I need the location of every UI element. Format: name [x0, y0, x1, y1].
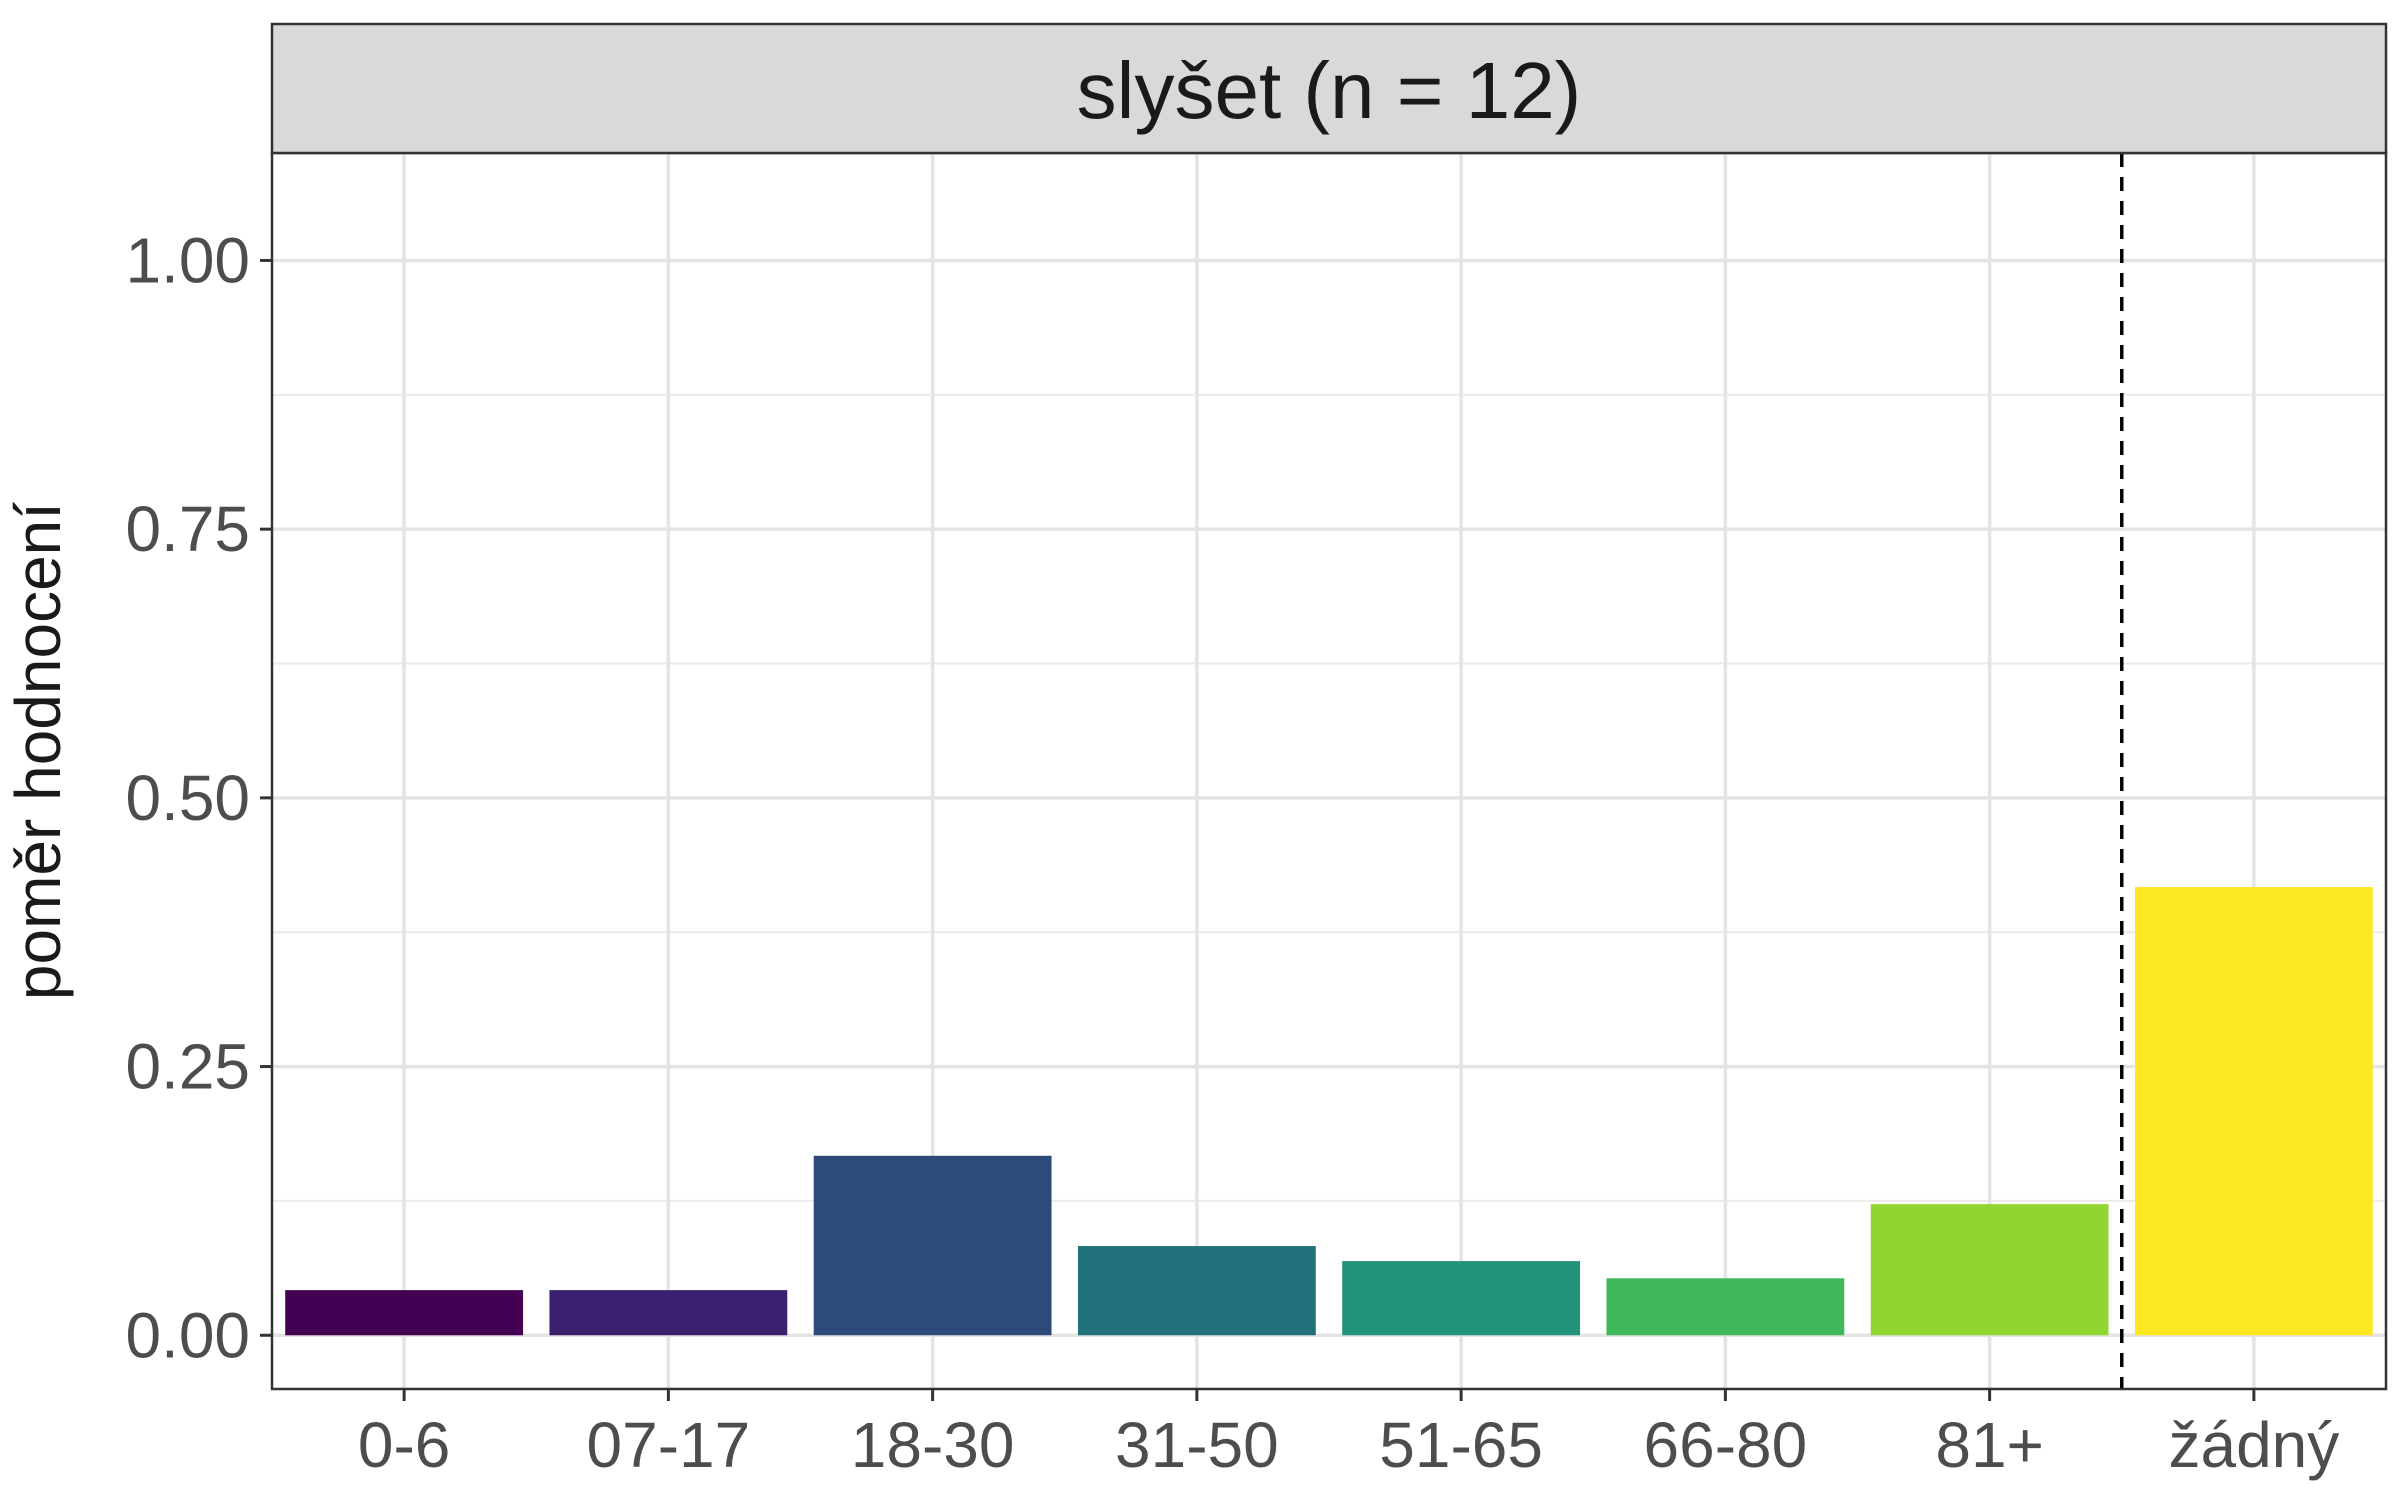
x-axis: 0-6 07-17 18-30 31-50 51-65 66-80 81+ žádný	[358, 1389, 2339, 1481]
facet-strip-background	[270, 22, 2388, 155]
x-tick-label: 31-50	[1115, 1409, 1279, 1481]
bar-51-65	[1342, 1261, 1581, 1336]
y-tick-label: 0.25	[125, 1031, 250, 1103]
bar-07-17	[549, 1290, 788, 1336]
bar-18-30	[813, 1155, 1052, 1336]
bar-31-50	[1077, 1246, 1316, 1336]
y-tick-label: 0.75	[125, 493, 250, 565]
bar-0-6	[285, 1290, 524, 1336]
x-tick-label: žádný	[2168, 1409, 2339, 1481]
bar-66-80	[1606, 1278, 1845, 1336]
facet-title: slyšet (n = 12)	[1077, 46, 1582, 135]
y-tick-label: 1.00	[125, 224, 250, 296]
y-axis: 0.00 0.25 0.50 0.75 1.00	[125, 224, 272, 1371]
facet-strip: slyšet (n = 12)	[270, 22, 2388, 155]
x-tick-label: 0-6	[358, 1409, 451, 1481]
y-tick-label: 0.50	[125, 762, 250, 834]
bar-81+	[1870, 1204, 2109, 1336]
bar-žádný	[2134, 887, 2373, 1336]
y-tick-label: 0.00	[125, 1299, 250, 1371]
panel-border	[270, 151, 2388, 1391]
y-axis-title: poměr hodnocení	[2, 502, 74, 1000]
grid	[272, 153, 2386, 1389]
bars	[285, 887, 2373, 1336]
x-tick-label: 18-30	[851, 1409, 1015, 1481]
x-tick-label: 07-17	[587, 1409, 751, 1481]
x-tick-label: 66-80	[1644, 1409, 1808, 1481]
x-tick-label: 81+	[1935, 1409, 2044, 1481]
x-tick-label: 51-65	[1379, 1409, 1543, 1481]
